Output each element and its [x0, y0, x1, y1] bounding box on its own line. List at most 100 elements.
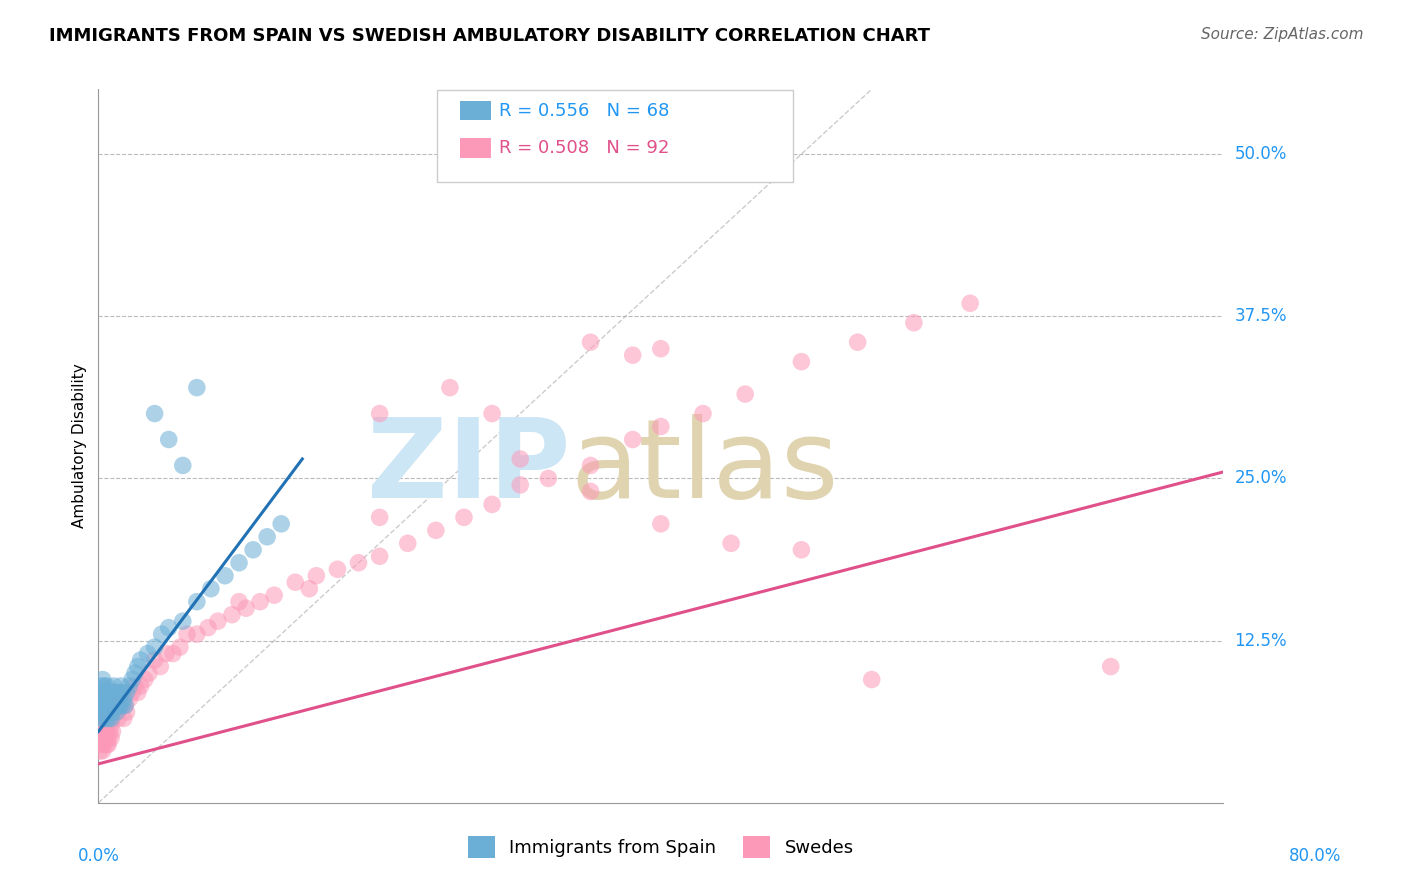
Point	[579, 335, 602, 350]
Point	[97, 685, 120, 699]
Point	[93, 698, 115, 713]
Point	[96, 738, 118, 752]
Point	[96, 692, 118, 706]
Point	[127, 659, 149, 673]
Text: 50.0%: 50.0%	[1234, 145, 1286, 163]
Point	[579, 484, 602, 499]
Point	[228, 595, 250, 609]
Point	[94, 685, 117, 699]
Point	[104, 685, 127, 699]
Point	[256, 530, 278, 544]
Point	[228, 556, 250, 570]
Point	[124, 666, 146, 681]
Point	[347, 556, 370, 570]
Point	[110, 692, 132, 706]
Point	[903, 316, 925, 330]
Point	[105, 705, 128, 719]
Point	[100, 731, 122, 745]
Point	[134, 673, 156, 687]
Point	[115, 705, 138, 719]
Point	[104, 698, 127, 713]
Point	[790, 542, 813, 557]
Point	[157, 433, 180, 447]
Point	[143, 653, 166, 667]
Point	[97, 738, 120, 752]
Point	[481, 407, 503, 421]
Point	[368, 549, 391, 564]
Point	[115, 685, 138, 699]
Text: 25.0%: 25.0%	[1234, 469, 1286, 487]
Point	[98, 685, 121, 699]
Point	[537, 471, 560, 485]
Point	[650, 342, 672, 356]
Point	[93, 718, 115, 732]
Point	[90, 731, 112, 745]
Point	[93, 731, 115, 745]
Point	[860, 673, 883, 687]
Text: 80.0%: 80.0%	[1288, 847, 1341, 864]
Text: 37.5%: 37.5%	[1234, 307, 1286, 326]
Point	[90, 698, 112, 713]
Point	[790, 354, 813, 368]
Point	[107, 711, 129, 725]
Point	[112, 692, 135, 706]
Point	[298, 582, 321, 596]
Point	[111, 698, 134, 713]
Point	[94, 731, 117, 745]
Point	[91, 724, 114, 739]
Point	[509, 478, 531, 492]
Point	[98, 711, 121, 725]
Point	[425, 524, 447, 538]
Point	[91, 692, 114, 706]
Point	[97, 711, 120, 725]
Point	[263, 588, 285, 602]
Point	[143, 640, 166, 654]
Point	[104, 698, 127, 713]
Text: ZIP: ZIP	[367, 414, 571, 521]
Point	[121, 685, 143, 699]
Text: 12.5%: 12.5%	[1234, 632, 1286, 649]
Point	[100, 718, 122, 732]
Point	[157, 621, 180, 635]
Point	[172, 614, 194, 628]
Point	[138, 666, 160, 681]
Point	[155, 647, 177, 661]
Point	[94, 711, 117, 725]
Point	[186, 381, 208, 395]
Point	[579, 458, 602, 473]
Point	[93, 692, 115, 706]
Point	[105, 705, 128, 719]
Point	[118, 692, 141, 706]
Point	[150, 627, 173, 641]
Point	[89, 724, 111, 739]
Point	[149, 659, 172, 673]
Point	[169, 640, 191, 654]
Point	[101, 698, 124, 713]
Point	[121, 673, 143, 687]
Point	[129, 653, 152, 667]
Point	[101, 685, 124, 699]
Point	[127, 685, 149, 699]
Point	[91, 705, 114, 719]
Point	[481, 497, 503, 511]
Y-axis label: Ambulatory Disability: Ambulatory Disability	[72, 364, 87, 528]
Point	[100, 692, 122, 706]
Point	[103, 679, 125, 693]
Point	[90, 711, 112, 725]
Point	[959, 296, 981, 310]
Point	[621, 433, 644, 447]
Point	[114, 698, 136, 713]
Point	[118, 679, 141, 693]
Point	[270, 516, 292, 531]
Point	[114, 698, 136, 713]
Point	[107, 698, 129, 713]
Text: R = 0.556   N = 68: R = 0.556 N = 68	[499, 102, 669, 120]
Point	[108, 698, 131, 713]
Point	[103, 705, 125, 719]
Point	[650, 516, 672, 531]
Point	[734, 387, 756, 401]
Point	[108, 692, 131, 706]
Point	[692, 407, 714, 421]
Point	[112, 711, 135, 725]
Point	[94, 705, 117, 719]
